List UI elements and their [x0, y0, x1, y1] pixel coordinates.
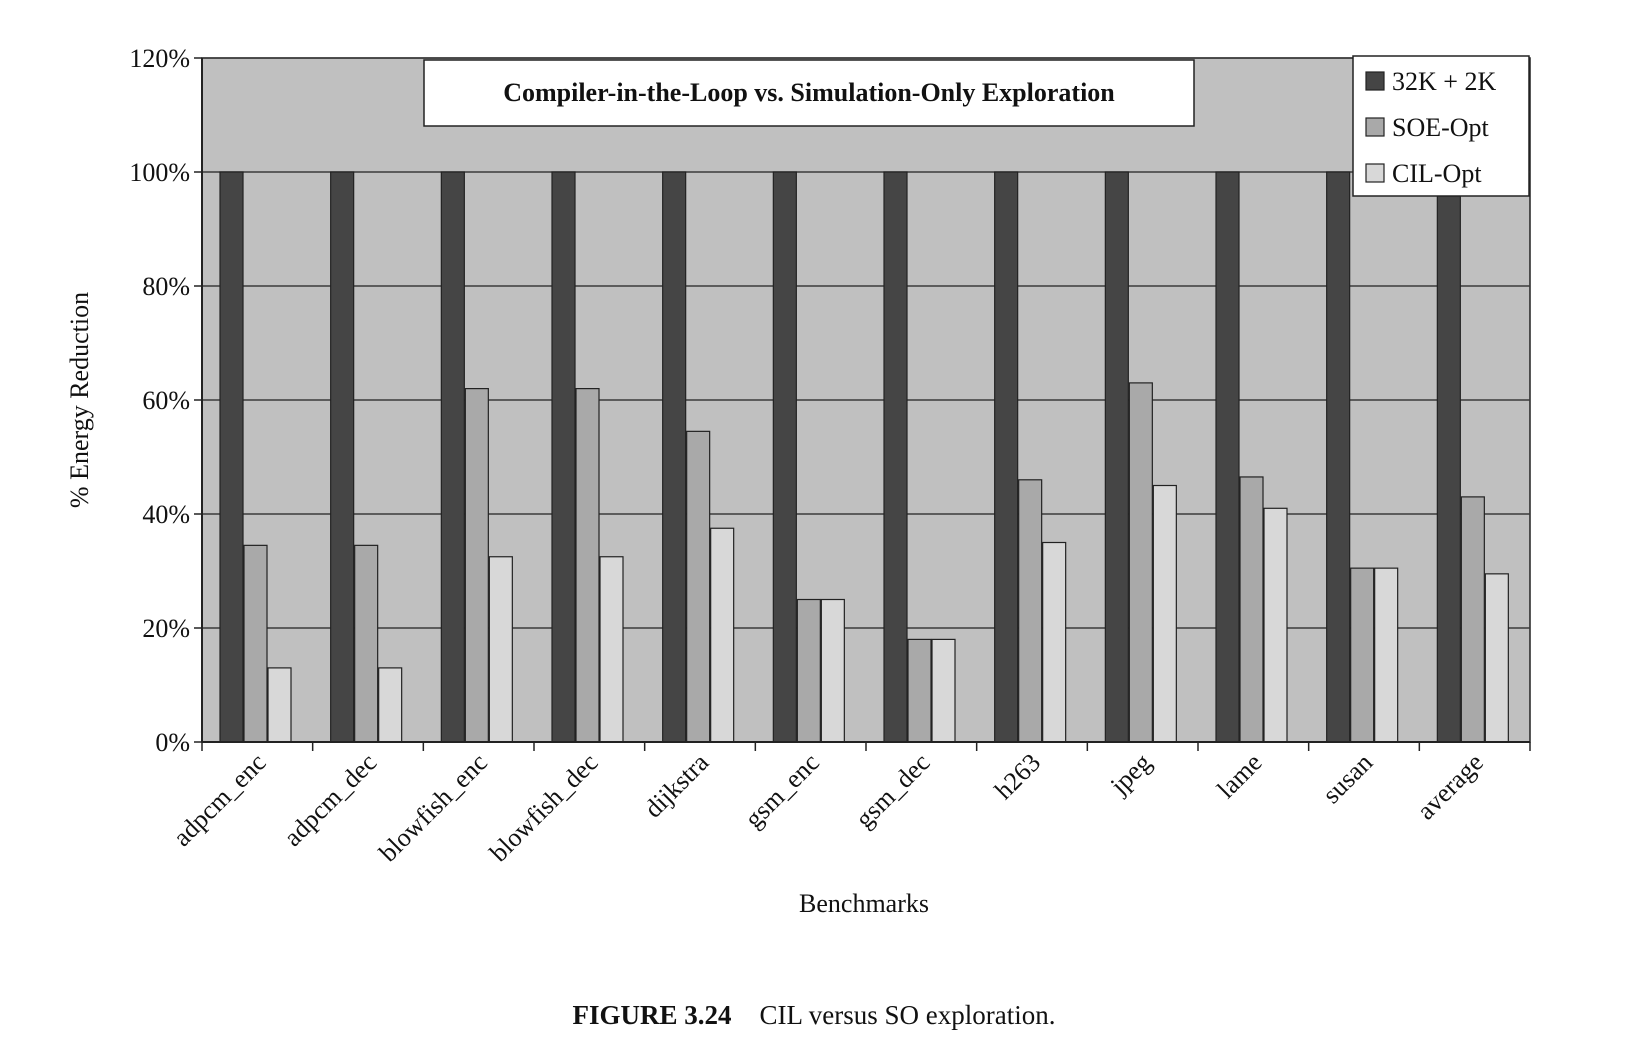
legend-swatch [1365, 71, 1385, 91]
bar-average-0 [1436, 171, 1461, 743]
bar-dijkstra-1 [686, 430, 711, 743]
x-tick-label: average [1411, 748, 1489, 826]
bar-blowfish_dec-1 [575, 388, 600, 743]
chart-title: Compiler-in-the-Loop vs. Simulation-Only… [503, 78, 1115, 107]
chart-title-box: Compiler-in-the-Loop vs. Simulation-Only… [423, 59, 1195, 127]
bar-adpcm_dec-1 [354, 544, 379, 743]
x-tick-label: jpeg [1104, 748, 1157, 801]
x-axis-label: Benchmarks [799, 889, 929, 918]
figure-number: FIGURE 3.24 [572, 1000, 732, 1030]
legend-swatch [1365, 163, 1385, 183]
bar-blowfish_dec-0 [551, 171, 576, 743]
bar-adpcm_dec-2 [378, 667, 403, 743]
x-tick-label: adpcm_dec [278, 748, 382, 852]
x-tick-label: dijkstra [639, 747, 715, 823]
bar-h263-0 [994, 171, 1019, 743]
bar-gsm_enc-0 [772, 171, 797, 743]
y-axis-label: % Energy Reduction [65, 292, 94, 508]
bar-blowfish_enc-1 [464, 388, 489, 743]
bar-susan-1 [1350, 567, 1375, 743]
bar-gsm_enc-1 [796, 598, 821, 743]
bar-susan-0 [1326, 171, 1351, 743]
bar-average-1 [1460, 496, 1485, 743]
bar-gsm_enc-2 [820, 598, 845, 743]
bar-lame-1 [1239, 476, 1264, 743]
y-tick-label: 60% [142, 386, 190, 415]
x-tick-label: blowfish_enc [373, 748, 493, 868]
legend-swatch [1365, 117, 1385, 137]
x-tick-label: adpcm_enc [167, 748, 271, 852]
bar-susan-2 [1374, 567, 1399, 743]
bar-lame-0 [1215, 171, 1240, 743]
x-tick-label: h263 [989, 748, 1046, 805]
x-tick-label: gsm_dec [850, 748, 936, 834]
bar-dijkstra-2 [710, 527, 735, 743]
bar-blowfish_enc-2 [488, 556, 513, 743]
bar-average-2 [1484, 573, 1509, 743]
y-tick-label: 80% [142, 272, 190, 301]
x-ticks: adpcm_enc adpcm_decblowfish_encblowfish_d… [167, 742, 1531, 868]
figure-caption: FIGURE 3.24 CIL versus SO exploration. [0, 1000, 1628, 1031]
legend: 32K + 2K SOE-Opt CIL-Opt [1352, 55, 1530, 197]
bar-h263-1 [1018, 479, 1043, 743]
bar-gsm_dec-0 [883, 171, 908, 743]
bar-gsm_dec-1 [907, 638, 932, 743]
bar-lame-2 [1263, 507, 1288, 743]
bar-adpcm_enc-1 [243, 544, 268, 743]
bar-dijkstra-0 [662, 171, 687, 743]
bar-adpcm_enc-2 [267, 667, 292, 743]
bar-jpeg-1 [1128, 382, 1153, 743]
x-tick-label: blowfish_dec [484, 748, 604, 868]
bar-adpcm_dec-0 [330, 171, 355, 743]
bars [219, 171, 1509, 743]
y-tick-label: 120% [129, 44, 190, 73]
y-tick-label: 20% [142, 614, 190, 643]
y-tick-label: 100% [129, 158, 190, 187]
legend-label: SOE-Opt [1392, 113, 1490, 142]
y-tick-label: 0% [155, 728, 190, 757]
bar-adpcm_enc-0 [219, 171, 244, 743]
legend-label: CIL-Opt [1392, 159, 1482, 188]
chart-title-frame [423, 59, 1195, 127]
x-tick-label: lame [1211, 748, 1267, 804]
bar-blowfish_dec-2 [599, 556, 624, 743]
x-tick-label: gsm_enc [739, 748, 825, 834]
y-tick-label: 40% [142, 500, 190, 529]
bar-jpeg-0 [1104, 171, 1129, 743]
y-ticks: 0% 20% 40% 60% 80% 100% 120% [129, 44, 202, 757]
bar-h263-2 [1042, 541, 1067, 743]
figure-caption-text: CIL versus SO exploration. [759, 1000, 1056, 1030]
bar-jpeg-2 [1152, 484, 1177, 743]
x-tick-label: susan [1317, 748, 1378, 809]
bar-blowfish_enc-0 [440, 171, 465, 743]
gridlines [202, 57, 1530, 629]
legend-label: 32K + 2K [1392, 67, 1496, 96]
bar-gsm_dec-2 [931, 638, 956, 743]
